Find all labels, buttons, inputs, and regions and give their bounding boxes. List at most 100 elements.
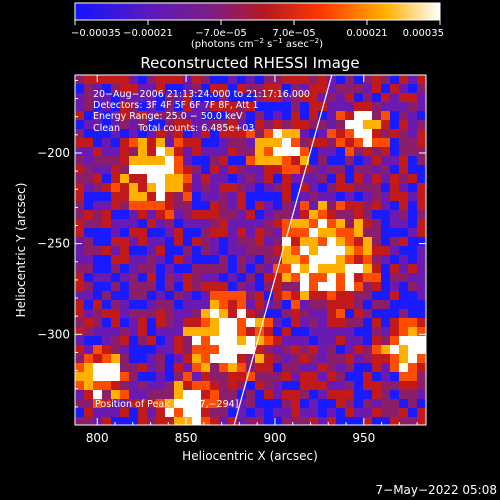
heatmap-cell <box>84 138 93 147</box>
heatmap-cell <box>282 399 291 408</box>
heatmap-cell <box>327 345 336 354</box>
heatmap-cell <box>75 282 84 291</box>
heatmap-cell <box>363 138 372 147</box>
heatmap-cell <box>201 318 210 327</box>
heatmap-cell <box>93 147 102 156</box>
heatmap-cell <box>264 381 273 390</box>
heatmap-cell <box>93 138 102 147</box>
heatmap-cell <box>228 111 237 120</box>
heatmap-cell <box>399 138 408 147</box>
heatmap-cell <box>165 255 174 264</box>
heatmap-cell <box>147 210 156 219</box>
heatmap-cell <box>228 93 237 102</box>
heatmap-cell <box>102 363 111 372</box>
heatmap-cell <box>219 192 228 201</box>
heatmap-cell <box>300 309 309 318</box>
heatmap-cell <box>399 120 408 129</box>
heatmap-cell <box>372 201 381 210</box>
heatmap-cell <box>93 237 102 246</box>
heatmap-cell <box>291 408 300 417</box>
heatmap-cell <box>138 372 147 381</box>
heatmap-cell <box>93 390 102 399</box>
heatmap-cell <box>75 237 84 246</box>
heatmap-cell <box>84 246 93 255</box>
heatmap-cell <box>417 417 426 425</box>
heatmap-cell <box>246 291 255 300</box>
heatmap-cell <box>210 336 219 345</box>
heatmap-cell <box>354 408 363 417</box>
heatmap-cell <box>408 111 417 120</box>
heatmap-cell <box>120 111 129 120</box>
heatmap-cell <box>210 219 219 228</box>
heatmap-cell <box>399 201 408 210</box>
heatmap-cell <box>381 255 390 264</box>
heatmap-cell <box>318 210 327 219</box>
heatmap-cell <box>138 237 147 246</box>
heatmap-cell <box>354 129 363 138</box>
heatmap-cell <box>147 111 156 120</box>
heatmap-cell <box>273 210 282 219</box>
heatmap-cell <box>120 84 129 93</box>
heatmap-cell <box>237 273 246 282</box>
heatmap-cell <box>354 228 363 237</box>
heatmap-cell <box>390 93 399 102</box>
heatmap-cell <box>93 363 102 372</box>
heatmap-cell <box>147 93 156 102</box>
heatmap-cell <box>138 183 147 192</box>
heatmap-cell <box>255 381 264 390</box>
heatmap-cell <box>183 75 192 84</box>
heatmap-cell <box>273 111 282 120</box>
heatmap-cell <box>75 156 84 165</box>
heatmap-cell <box>282 282 291 291</box>
heatmap-cell <box>165 336 174 345</box>
heatmap-cell <box>408 417 417 425</box>
heatmap-cell <box>84 129 93 138</box>
heatmap-cell <box>120 228 129 237</box>
heatmap-cell <box>363 300 372 309</box>
heatmap-cell <box>327 192 336 201</box>
heatmap-cell <box>318 408 327 417</box>
heatmap-cell <box>399 147 408 156</box>
heatmap-cell <box>75 210 84 219</box>
heatmap-cell <box>381 327 390 336</box>
heatmap-cell <box>165 363 174 372</box>
heatmap-cell <box>255 237 264 246</box>
heatmap-cell <box>282 93 291 102</box>
heatmap-cell <box>210 309 219 318</box>
heatmap-cell <box>246 264 255 273</box>
heatmap-cell <box>327 390 336 399</box>
heatmap-cell <box>201 228 210 237</box>
heatmap-cell <box>300 354 309 363</box>
heatmap-cell <box>381 273 390 282</box>
heatmap-cell <box>138 363 147 372</box>
heatmap-cell <box>255 210 264 219</box>
heatmap-cell <box>147 273 156 282</box>
heatmap-cell <box>318 381 327 390</box>
heatmap-cell <box>111 138 120 147</box>
heatmap-cell <box>174 147 183 156</box>
heatmap-cell <box>408 372 417 381</box>
heatmap-cell <box>399 183 408 192</box>
heatmap-cell <box>228 156 237 165</box>
heatmap-cell <box>246 102 255 111</box>
heatmap-cell <box>210 291 219 300</box>
heatmap-cell <box>363 147 372 156</box>
heatmap-cell <box>363 210 372 219</box>
heatmap-cell <box>219 273 228 282</box>
heatmap-cell <box>255 408 264 417</box>
heatmap-cell <box>282 318 291 327</box>
heatmap-cell <box>381 363 390 372</box>
heatmap-cell <box>399 192 408 201</box>
heatmap-cell <box>336 237 345 246</box>
heatmap-cell <box>273 381 282 390</box>
heatmap-cell <box>309 84 318 93</box>
heatmap-cell <box>408 165 417 174</box>
heatmap-cell <box>138 354 147 363</box>
heatmap-cell <box>219 228 228 237</box>
heatmap-cell <box>327 255 336 264</box>
heatmap-cell <box>408 237 417 246</box>
heatmap-cell <box>210 129 219 138</box>
heatmap-cell <box>237 84 246 93</box>
heatmap-cell <box>309 408 318 417</box>
heatmap-cell <box>327 129 336 138</box>
